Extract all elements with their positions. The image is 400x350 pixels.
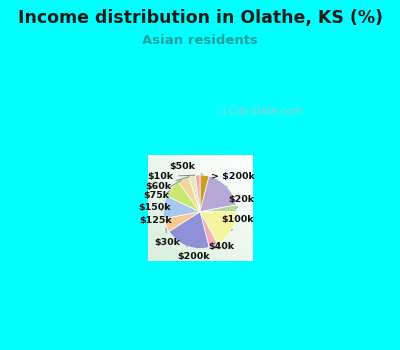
Text: $20k: $20k — [228, 195, 254, 208]
Text: $40k: $40k — [208, 243, 234, 251]
Wedge shape — [200, 205, 237, 212]
Text: $75k: $75k — [143, 181, 181, 200]
Text: Asian residents: Asian residents — [142, 34, 258, 47]
Text: $125k: $125k — [139, 210, 172, 225]
Wedge shape — [169, 212, 209, 248]
Text: > $200k: > $200k — [211, 172, 254, 187]
Wedge shape — [200, 175, 209, 212]
Wedge shape — [200, 212, 218, 247]
Text: $150k: $150k — [138, 190, 171, 211]
Wedge shape — [200, 212, 237, 244]
Wedge shape — [189, 175, 200, 212]
Text: $30k: $30k — [154, 228, 180, 247]
Text: $10k: $10k — [147, 172, 195, 181]
Text: Income distribution in Olathe, KS (%): Income distribution in Olathe, KS (%) — [18, 8, 382, 27]
Text: $200k: $200k — [177, 246, 210, 261]
Wedge shape — [167, 182, 200, 212]
Wedge shape — [200, 176, 236, 212]
Text: $60k: $60k — [145, 177, 189, 190]
Wedge shape — [163, 196, 200, 219]
Text: ⓘ City-Data.com: ⓘ City-Data.com — [218, 106, 302, 116]
Text: $100k: $100k — [222, 215, 254, 230]
Wedge shape — [178, 177, 200, 212]
Wedge shape — [195, 175, 200, 212]
Text: $50k: $50k — [170, 162, 202, 174]
Wedge shape — [164, 212, 200, 231]
